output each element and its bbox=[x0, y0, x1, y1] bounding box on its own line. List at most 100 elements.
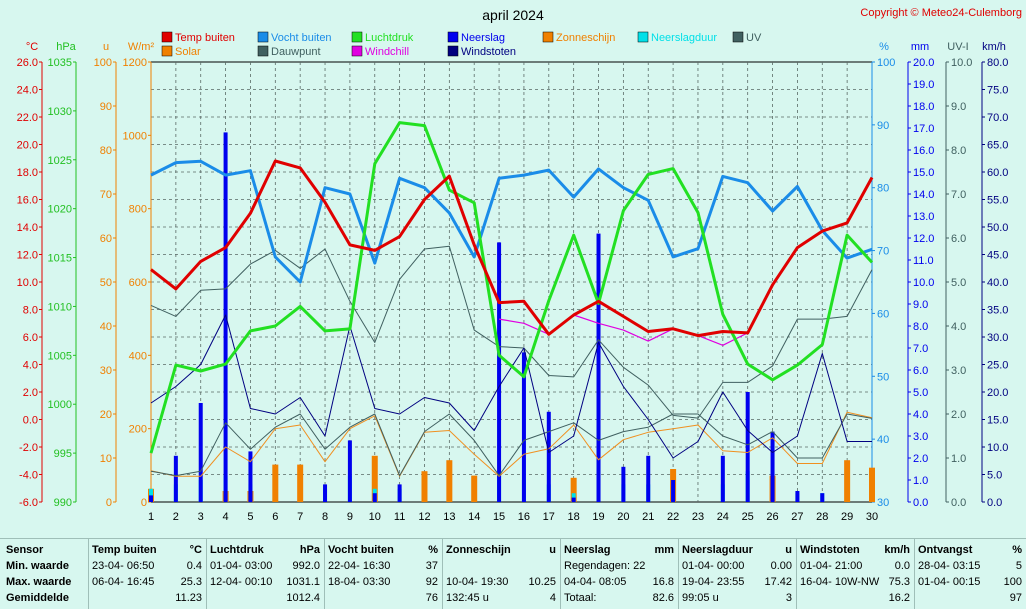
bar-neerslag bbox=[149, 495, 153, 502]
summary-col-duur: Neerslagduur u 01-04- 00:00 0.00 19-04- 23:5… bbox=[682, 542, 792, 608]
bar-zonneschijn bbox=[297, 464, 304, 502]
summary-cell-value: 75.3 bbox=[888, 576, 910, 588]
legend-label: Solar bbox=[175, 46, 201, 58]
bar-neerslag bbox=[770, 431, 775, 502]
legend-label: Zonneschijn bbox=[556, 32, 615, 44]
x-tick-label: 7 bbox=[297, 511, 303, 523]
axis-label-temp: 0.0 bbox=[23, 415, 38, 427]
summary-cell-value: 82.6 bbox=[652, 592, 674, 604]
summary-col-ontvangst: Ontvangst% 28-04- 03:15 5 01-04- 00:15 100 97 bbox=[918, 542, 1022, 608]
axis-label-solar: 200 bbox=[129, 424, 147, 436]
axis-label-uvi: 6.0 bbox=[951, 233, 966, 245]
bar-neerslag bbox=[521, 352, 526, 502]
axis-label-temp: 12.0 bbox=[17, 250, 38, 262]
axis-unit-kmh: km/h bbox=[982, 41, 1006, 53]
summary-cell-row: Regendagen: 22 bbox=[564, 558, 674, 574]
summary-col-stoten: Windstoten km/h 01-04- 21:00 0.0 16-04- 10W-… bbox=[800, 542, 910, 608]
axis-label-temp: 20.0 bbox=[17, 140, 38, 152]
x-tick-label: 16 bbox=[518, 511, 530, 523]
axis-label-mm: 11.0 bbox=[913, 255, 934, 267]
summary-separator bbox=[88, 539, 89, 609]
summary-cell-label: 22-04- 16:30 bbox=[328, 560, 391, 572]
bar-neerslag bbox=[720, 455, 725, 502]
axis-label-temp: 16.0 bbox=[17, 195, 38, 207]
axis-label-mm: 12.0 bbox=[913, 233, 934, 245]
bar-neerslag bbox=[671, 480, 676, 502]
legend-swatch bbox=[257, 31, 269, 43]
summary-header-unit: km/h bbox=[884, 544, 910, 556]
axis-label-mm: 18.0 bbox=[913, 101, 934, 113]
axis-label-temp: 8.0 bbox=[23, 305, 38, 317]
summary-separator bbox=[324, 539, 325, 609]
legend-label: Temp buiten bbox=[175, 32, 235, 44]
axis-label-mm: 5.0 bbox=[913, 387, 928, 399]
x-tick-label: 9 bbox=[347, 511, 353, 523]
axis-label-hpa: 1000 bbox=[48, 399, 72, 411]
x-tick-label: 26 bbox=[766, 511, 778, 523]
axis-label-kmh: 80.0 bbox=[987, 57, 1008, 69]
axis-label-mm: 0.0 bbox=[913, 497, 928, 509]
summary-cell-label: 10-04- 19:30 bbox=[446, 576, 509, 588]
axis-label-kmh: 70.0 bbox=[987, 112, 1008, 124]
bar-neerslag bbox=[820, 493, 825, 502]
summary-cell-label: 04-04- 08:05 bbox=[564, 576, 627, 588]
axis-label-solar: 400 bbox=[129, 350, 147, 362]
x-tick-label: 4 bbox=[223, 511, 229, 523]
axis-unit-mm: mm bbox=[911, 41, 929, 53]
x-tick-label: 22 bbox=[667, 511, 679, 523]
summary-cell-label: 01-04- 00:00 bbox=[682, 560, 745, 572]
summary-header-title: Windstoten bbox=[800, 544, 860, 556]
axis-label-kmh: 45.0 bbox=[987, 250, 1008, 262]
axis-label-mm: 4.0 bbox=[913, 409, 928, 421]
x-tick-label: 30 bbox=[866, 511, 878, 523]
summary-header-title: Temp buiten bbox=[92, 544, 157, 556]
axis-label-hpa: 1035 bbox=[48, 57, 72, 69]
axis-label-mm: 10.0 bbox=[913, 277, 934, 289]
axis-label-kmh: 65.0 bbox=[987, 140, 1008, 152]
summary-cell-row: 10-04- 19:30 10.25 bbox=[446, 574, 556, 590]
legend-label: UV bbox=[746, 32, 762, 44]
legend-swatch bbox=[161, 45, 173, 57]
axis-label-uvi: 2.0 bbox=[951, 409, 966, 421]
axis-label-mm: 13.0 bbox=[913, 211, 934, 223]
summary-cell-label: 23-04- 06:50 bbox=[92, 560, 155, 572]
axis-label-kmh: 15.0 bbox=[987, 415, 1008, 427]
axis-unit-hpa: hPa bbox=[56, 41, 76, 53]
axis-unit-pct: % bbox=[879, 41, 889, 53]
axis-label-hpa: 1015 bbox=[48, 253, 72, 265]
axis-unit-solar: W/m² bbox=[128, 41, 155, 53]
summary-cell-value: 11.23 bbox=[175, 592, 202, 604]
legend-swatch bbox=[732, 31, 744, 43]
summary-cell-value: 0.00 bbox=[770, 560, 792, 572]
summary-separator bbox=[560, 539, 561, 609]
bar-zonneschijn bbox=[844, 460, 851, 502]
axis-label-mm: 15.0 bbox=[913, 167, 934, 179]
summary-cell-value: 5 bbox=[1015, 560, 1022, 572]
summary-cell-value: 992.0 bbox=[292, 560, 320, 572]
axis-label-mm: 17.0 bbox=[913, 123, 934, 135]
legend-swatch bbox=[351, 31, 363, 43]
summary-cell-value: 76 bbox=[425, 592, 438, 604]
summary-separator bbox=[442, 539, 443, 609]
copyright: Copyright © Meteo24-Culemborg bbox=[860, 7, 1022, 19]
axis-label-pct: 60 bbox=[877, 308, 889, 320]
x-tick-label: 23 bbox=[692, 511, 704, 523]
summary-separator bbox=[206, 539, 207, 609]
summary-col-sensor: Sensor Min. waarde Max. waarde Gemiddelde bbox=[6, 542, 90, 608]
axis-label-uvi: 9.0 bbox=[951, 101, 966, 113]
axis-label-mm: 9.0 bbox=[913, 299, 928, 311]
legend-swatch bbox=[447, 45, 459, 57]
summary-cell-value: 0.0 bbox=[894, 560, 910, 572]
bar-neerslag bbox=[323, 484, 328, 502]
axis-label-u: 30 bbox=[100, 365, 112, 377]
summary-row-label: Min. waarde bbox=[6, 560, 69, 572]
axis-label-mm: 8.0 bbox=[913, 321, 928, 333]
x-tick-label: 20 bbox=[617, 511, 629, 523]
x-tick-label: 29 bbox=[841, 511, 853, 523]
axis-label-uvi: 8.0 bbox=[951, 145, 966, 157]
axis-label-uvi: 0.0 bbox=[951, 497, 966, 509]
axis-label-pct: 80 bbox=[877, 183, 889, 195]
axis-label-kmh: 10.0 bbox=[987, 442, 1008, 454]
plot-area bbox=[148, 121, 875, 502]
axis-label-uvi: 1.0 bbox=[951, 453, 966, 465]
